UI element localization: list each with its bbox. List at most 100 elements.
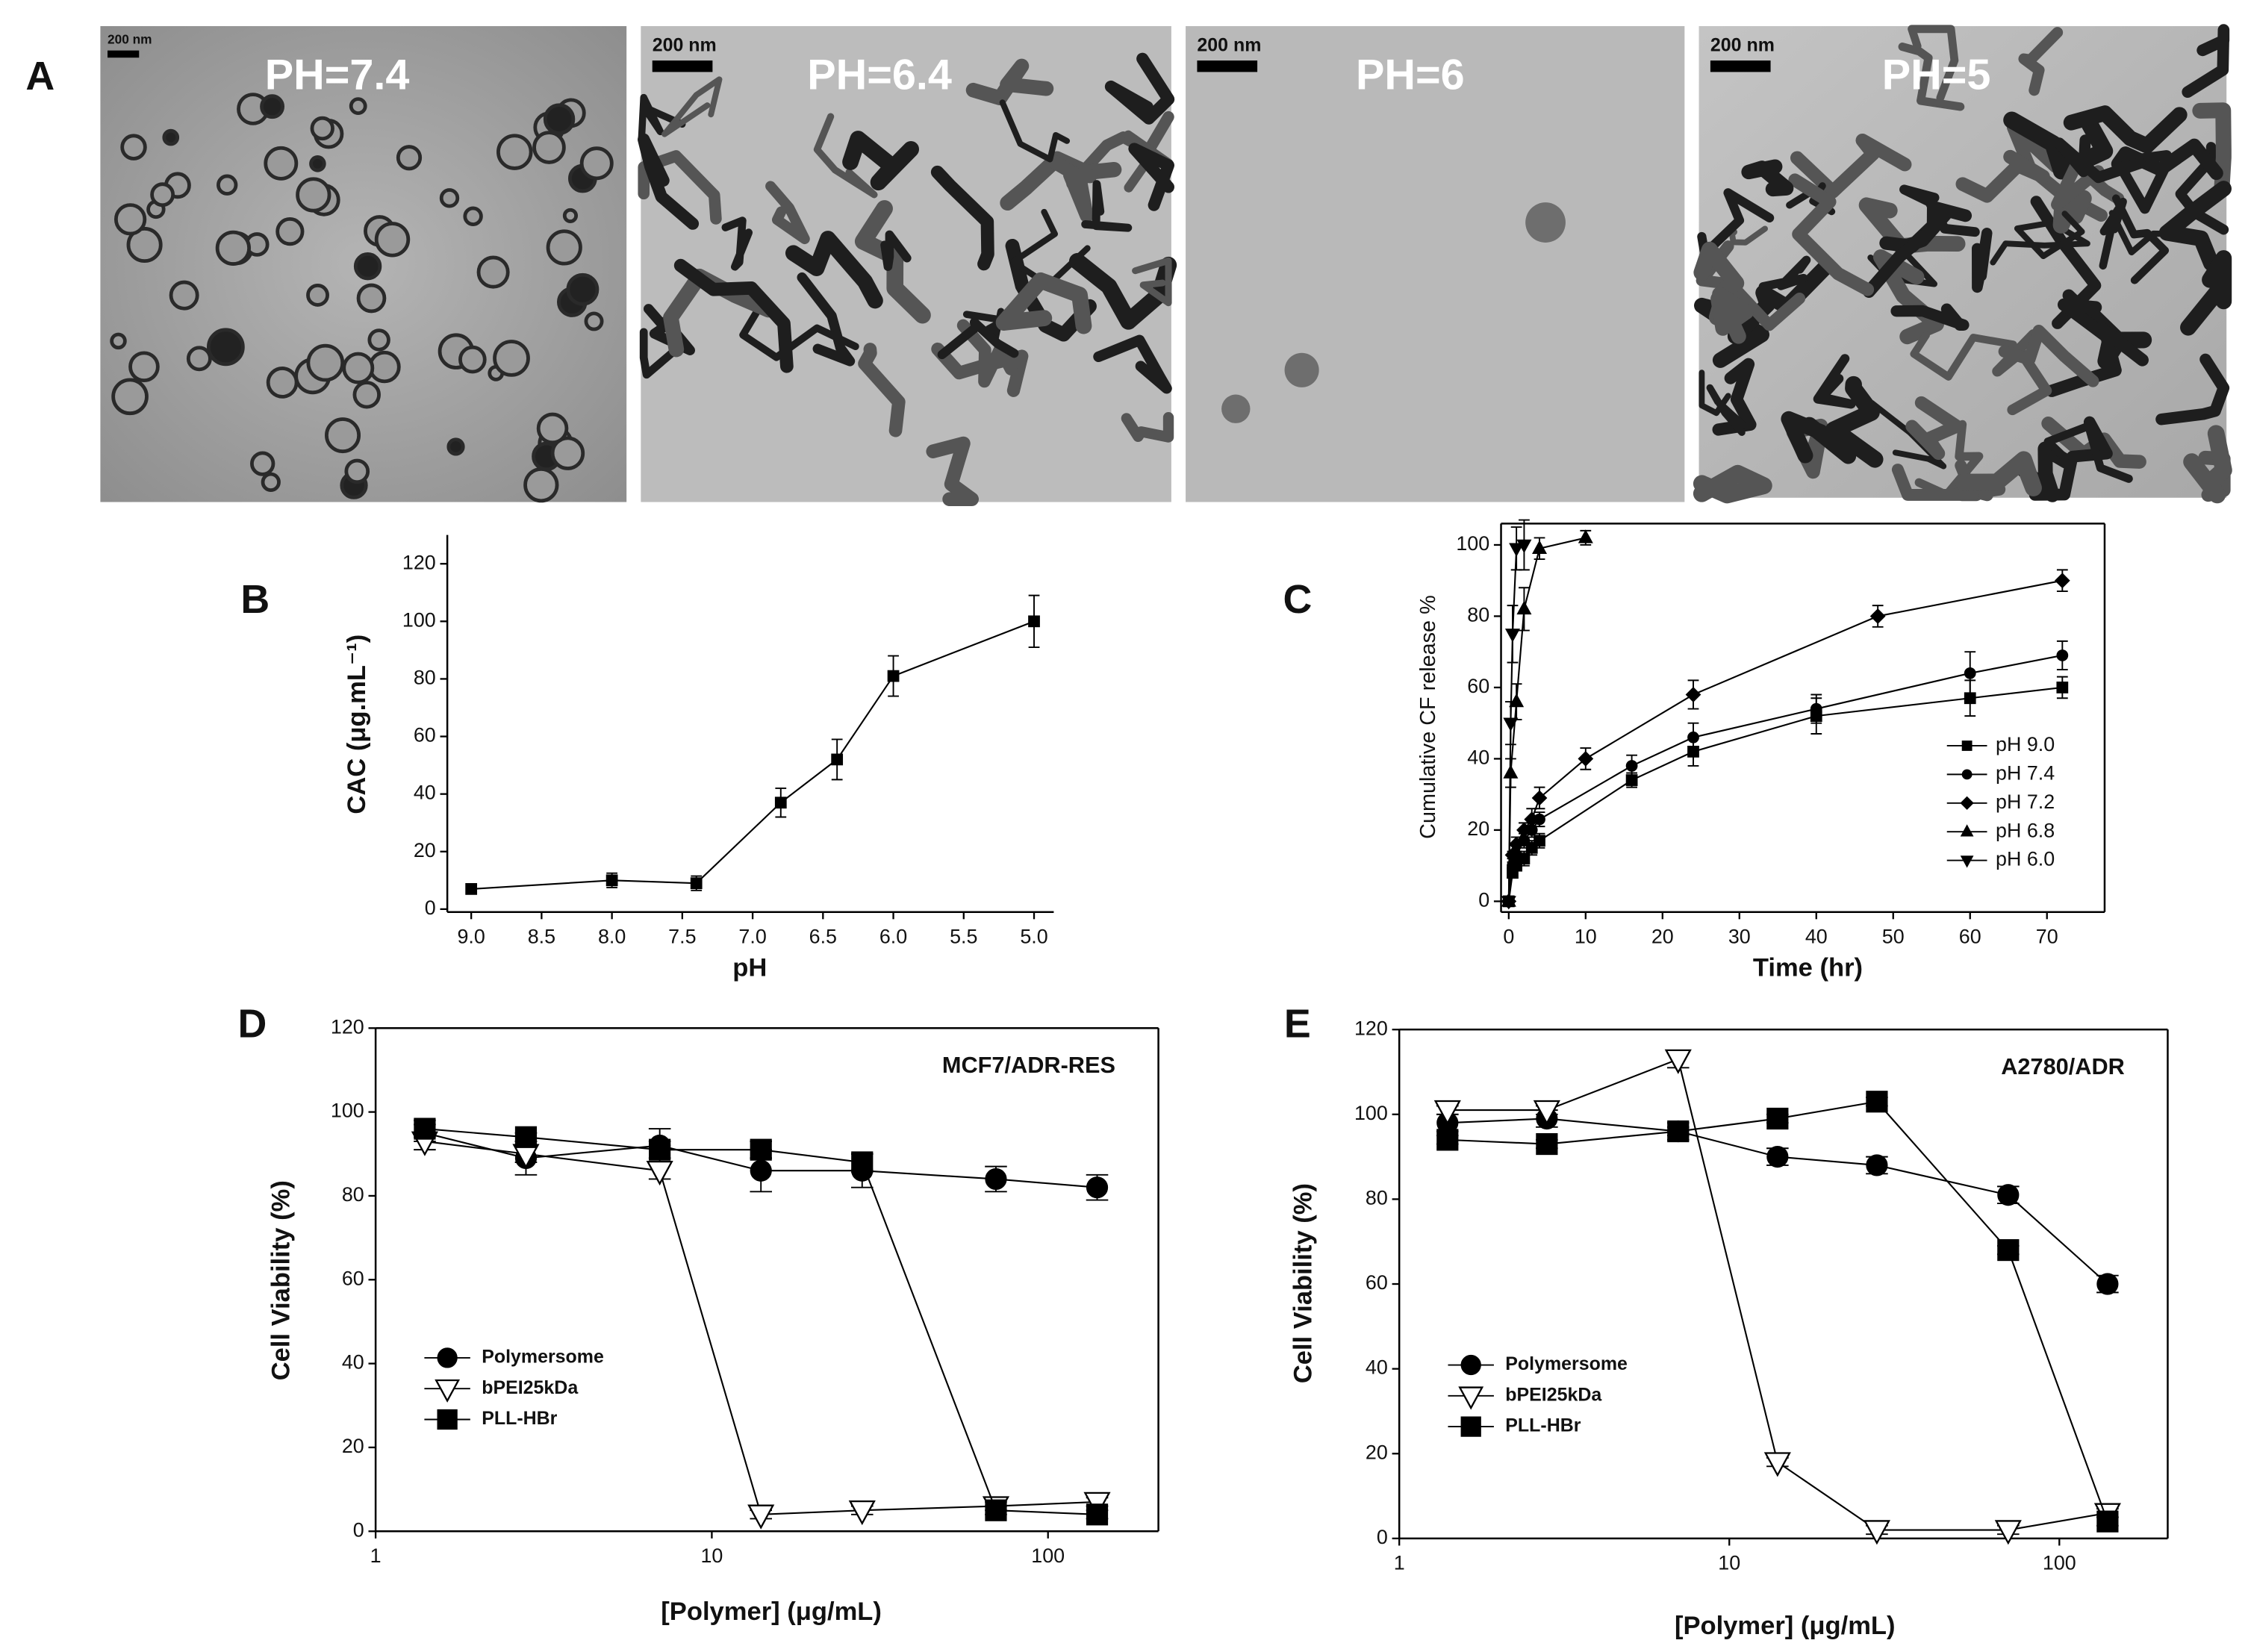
marker <box>2056 682 2069 693</box>
vesicle <box>579 146 614 181</box>
marker <box>851 1151 874 1173</box>
network <box>721 216 753 271</box>
vesicle <box>217 174 238 196</box>
network <box>2183 425 2232 504</box>
vesicle <box>566 272 600 306</box>
vesicle <box>186 346 212 372</box>
network <box>842 131 920 191</box>
marker <box>1436 1129 1459 1151</box>
x-tick-label: 10 <box>1718 1552 1740 1574</box>
marker <box>1866 1154 1888 1176</box>
scale-bar-label: 200 nm <box>108 32 152 47</box>
vesicle <box>261 472 281 493</box>
network <box>765 181 810 245</box>
particle <box>1525 202 1566 243</box>
x-axis-label: [Polymer] (μg/mL) <box>1675 1612 1896 1640</box>
network <box>1093 334 1172 394</box>
network <box>2192 102 2232 196</box>
legend-marker <box>1460 1354 1481 1376</box>
network <box>1890 303 1970 331</box>
x-tick-label: 0 <box>1503 925 1514 947</box>
network <box>858 343 906 437</box>
vesicle <box>250 451 275 476</box>
marker <box>414 1118 436 1140</box>
network <box>1741 159 1794 197</box>
network <box>2099 197 2127 270</box>
y-tick-label: 120 <box>1354 1017 1388 1039</box>
vesicle <box>458 345 487 374</box>
x-tick-label: 1 <box>370 1545 382 1567</box>
legend-label: pH 9.0 <box>1996 733 2055 755</box>
vesicle <box>264 146 299 181</box>
vesicle <box>215 230 251 266</box>
network <box>1972 228 1993 293</box>
vesicle <box>120 134 147 160</box>
marker <box>1664 1049 1692 1074</box>
network <box>930 165 994 271</box>
vesicle <box>374 222 411 258</box>
vesicle <box>325 417 361 454</box>
network <box>673 258 794 373</box>
y-tick-label: 100 <box>331 1100 364 1122</box>
vesicle <box>532 131 566 164</box>
y-tick-label: 60 <box>342 1267 364 1289</box>
y-tick-label: 60 <box>1467 675 1489 697</box>
network <box>1729 225 1768 246</box>
marker <box>649 1138 671 1161</box>
particle <box>1284 352 1319 387</box>
marker <box>605 874 618 887</box>
vesicle <box>446 437 465 456</box>
y-tick-label: 0 <box>425 897 436 919</box>
marker <box>831 753 844 766</box>
x-tick-label: 30 <box>1728 925 1751 947</box>
legend-marker <box>1960 796 1974 810</box>
marker <box>2096 1510 2119 1533</box>
legend-label: pH 7.2 <box>1996 791 2055 813</box>
network <box>2018 27 2064 96</box>
legend-label: pH 6.8 <box>1996 819 2055 841</box>
marker <box>747 1504 775 1530</box>
network <box>1862 200 1973 298</box>
x-axis-label: Time (hr) <box>1753 954 1863 982</box>
network <box>965 58 1054 106</box>
network <box>1081 180 1133 232</box>
vesicle <box>126 226 163 264</box>
vesicle <box>439 188 460 208</box>
marker <box>1667 1120 1690 1143</box>
x-tick-label: 100 <box>2043 1552 2076 1574</box>
scale-bar <box>1710 60 1771 72</box>
vesicle <box>349 97 367 116</box>
marker <box>2056 649 2069 661</box>
network <box>1066 110 1174 190</box>
network <box>1693 464 1772 504</box>
network <box>962 308 1008 344</box>
network <box>797 272 856 367</box>
vesicle <box>344 458 370 484</box>
annotation: MCF7/ADR-RES <box>942 1052 1115 1078</box>
marker <box>1503 717 1519 732</box>
scale-bar <box>1197 60 1258 72</box>
marker <box>1869 608 1886 624</box>
x-tick-label: 5.5 <box>950 925 977 947</box>
legend-marker <box>437 1347 458 1368</box>
y-tick-label: 100 <box>402 608 436 631</box>
network <box>1132 257 1172 307</box>
legend-marker <box>1458 1386 1484 1410</box>
marker <box>1997 1238 2020 1262</box>
vesicle <box>128 351 160 383</box>
vesicle <box>110 332 127 350</box>
panel-label: E <box>1284 1002 1311 1047</box>
marker <box>1534 835 1545 847</box>
network <box>638 150 722 225</box>
legend-label: pH 7.4 <box>1996 761 2055 784</box>
legend-marker <box>437 1409 458 1430</box>
legend-label: Polymersome <box>482 1347 604 1368</box>
network <box>2003 111 2114 180</box>
vesicle <box>546 229 582 266</box>
network <box>638 93 686 143</box>
micrograph <box>1186 25 1685 502</box>
network <box>937 317 1019 360</box>
network <box>2115 150 2172 214</box>
y-tick-label: 0 <box>353 1518 364 1541</box>
y-tick-label: 40 <box>414 782 436 804</box>
